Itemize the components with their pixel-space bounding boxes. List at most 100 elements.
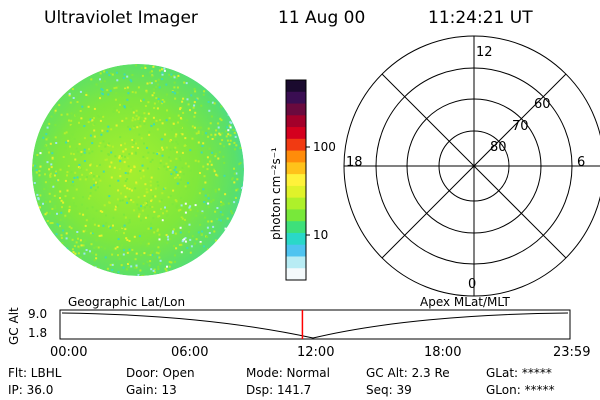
disk-pixel: [161, 71, 164, 74]
disk-pixel: [60, 193, 63, 196]
disk-pixel: [104, 145, 107, 148]
disk-pixel: [91, 206, 94, 209]
disk-pixel: [226, 217, 229, 220]
disk-pixel: [70, 184, 73, 187]
disk-pixel: [216, 207, 219, 209]
disk-pixel: [143, 112, 146, 115]
disk-pixel: [135, 109, 138, 112]
disk-pixel: [134, 187, 137, 190]
disk-pixel: [168, 156, 171, 159]
disk-pixel: [174, 199, 177, 202]
disk-pixel: [45, 138, 48, 141]
disk-pixel: [144, 183, 147, 186]
disk-pixel: [50, 185, 52, 188]
disk-pixel: [177, 121, 179, 124]
disk-pixel: [141, 209, 144, 212]
disk-pixel: [133, 125, 136, 128]
disk-pixel: [115, 230, 118, 233]
disk-pixel: [194, 204, 197, 207]
disk-pixel: [135, 181, 138, 184]
disk-pixel: [150, 70, 153, 73]
disk-pixel: [74, 158, 77, 161]
disk-pixel: [107, 93, 110, 96]
disk-pixel: [95, 253, 98, 256]
disk-pixel: [179, 226, 182, 229]
disk-pixel: [87, 105, 90, 108]
mlt-label-18: 18: [346, 155, 363, 170]
disk-pixel: [119, 103, 121, 106]
disk-pixel: [79, 239, 82, 242]
disk-pixel: [229, 139, 232, 142]
disk-pixel: [91, 251, 94, 254]
disk-pixel: [127, 266, 130, 268]
disk-pixel: [158, 86, 161, 89]
disk-pixel: [199, 126, 202, 129]
disk-pixel: [193, 101, 196, 104]
disk-pixel: [179, 231, 182, 234]
disk-pixel: [169, 167, 172, 170]
disk-pixel: [147, 101, 150, 104]
disk-pixel: [175, 171, 178, 174]
disk-pixel: [145, 90, 148, 93]
disk-pixel: [209, 160, 212, 163]
disk-pixel: [113, 107, 116, 110]
disk-pixel: [114, 155, 117, 158]
disk-pixel: [117, 101, 120, 104]
disk-pixel: [133, 166, 136, 169]
disk-pixel: [100, 88, 103, 90]
timeline-frame: [59, 309, 571, 340]
disk-pixel: [220, 200, 222, 203]
disk-pixel: [82, 244, 85, 247]
disk-pixel: [221, 132, 224, 135]
disk-pixel: [46, 161, 49, 164]
disk-pixel: [85, 215, 88, 218]
colorbar-band: [286, 127, 306, 140]
disk-pixel: [111, 145, 114, 148]
disk-pixel: [87, 121, 90, 124]
observation-date: 11 Aug 00: [278, 8, 366, 28]
disk-pixel: [123, 224, 126, 227]
disk-pixel: [61, 242, 64, 244]
disk-pixel: [184, 202, 187, 205]
disk-pixel: [76, 176, 79, 179]
disk-pixel: [189, 169, 192, 172]
disk-pixel: [183, 238, 186, 241]
disk-pixel: [113, 87, 116, 90]
disk-pixel: [222, 145, 225, 148]
disk-pixel: [147, 151, 150, 154]
disk-pixel: [89, 232, 92, 235]
disk-pixel: [176, 182, 179, 185]
disk-pixel: [103, 80, 106, 83]
disk-pixel: [68, 205, 71, 208]
disk-pixel: [83, 151, 86, 154]
disk-pixel: [165, 119, 168, 122]
disk-pixel: [197, 126, 200, 129]
disk-pixel: [203, 90, 206, 93]
disk-pixel: [202, 245, 205, 248]
disk-pixel: [231, 212, 234, 215]
disk-pixel: [85, 249, 88, 251]
disk-pixel: [123, 105, 126, 108]
disk-pixel: [156, 152, 159, 155]
disk-pixel: [191, 177, 194, 180]
disk-pixel: [85, 176, 88, 178]
disk-pixel: [76, 101, 79, 103]
disk-pixel: [77, 237, 79, 240]
disk-pixel: [143, 252, 146, 255]
disk-pixel: [122, 150, 125, 153]
disk-pixel: [141, 114, 144, 117]
disk-pixel: [177, 209, 180, 212]
disk-pixel: [173, 76, 176, 79]
disk-pixel: [181, 240, 184, 243]
disk-pixel: [135, 252, 138, 255]
disk-pixel: [119, 96, 122, 99]
disk-pixel: [108, 195, 111, 198]
disk-pixel: [100, 234, 103, 237]
disk-pixel: [126, 187, 129, 190]
disk-pixel: [239, 147, 242, 149]
disk-pixel: [80, 153, 83, 156]
mlt-label-0: 0: [468, 277, 477, 292]
disk-pixel: [51, 198, 54, 201]
disk-pixel: [175, 157, 178, 160]
disk-pixel: [186, 119, 189, 122]
